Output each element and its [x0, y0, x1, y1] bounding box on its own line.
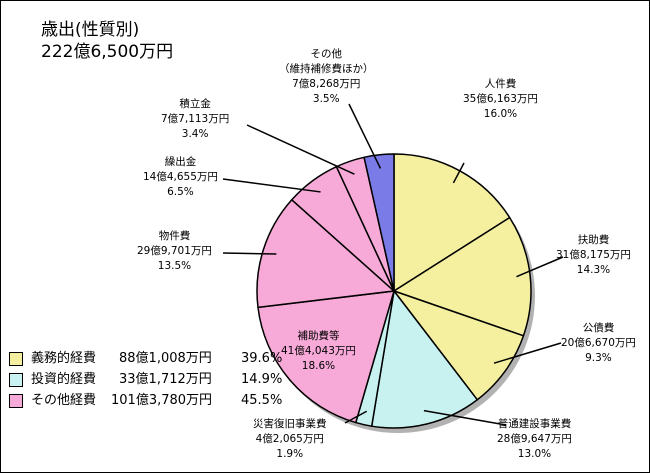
label-amount: 4億2,065万円: [255, 433, 324, 445]
label-percent: 18.6%: [301, 360, 336, 372]
legend-name: 義務的経費: [31, 351, 97, 366]
chart-title: 歳出(性質別) 222億6,500万円: [41, 19, 173, 63]
label-futsu-kensetsu: 普通建設事業費 28億9,647万円 13.0%: [497, 417, 572, 462]
label-percent: 1.9%: [276, 448, 304, 460]
label-name: 補助費等: [297, 330, 340, 342]
chart-total: 222億6,500万円: [41, 42, 174, 62]
leader-line-bukkenhi: [222, 252, 277, 255]
label-amount: 7億7,113万円: [161, 113, 230, 125]
legend-amount: 33億1,712万円: [119, 372, 212, 387]
pie-slice-sonota: [363, 153, 395, 292]
label-amount: 41億4,043万円: [281, 345, 356, 357]
label-name: 普通建設事業費: [497, 418, 572, 430]
label-name: その他: [310, 48, 343, 60]
label-percent: 13.5%: [157, 260, 192, 272]
label-hojohi: 補助費等 41億4,043万円 18.6%: [281, 329, 356, 374]
leader-line-tsumitatekin: [246, 124, 355, 175]
legend-name: 投資的経費: [31, 372, 97, 387]
label-amount: 29億9,701万円: [137, 245, 212, 257]
label-percent: 6.5%: [167, 186, 194, 198]
label-bukkenhi: 物件費 29億9,701万円 13.5%: [137, 229, 212, 274]
label-amount: 20億6,670万円: [561, 337, 636, 349]
label-amount: 28億9,647万円: [497, 433, 572, 445]
pie-slice-fujohi: [393, 216, 532, 337]
label-percent: 3.4%: [181, 128, 209, 140]
label-tsumitatekin: 積立金 7億7,113万円 3.4%: [161, 97, 229, 142]
legend-amount: 88億1,008万円: [119, 351, 212, 366]
legend-percent: 39.6%: [241, 351, 283, 366]
label-amount: 31億8,175万円: [556, 249, 631, 261]
label-name: 物件費: [158, 230, 191, 242]
label-name: 繰出金: [164, 156, 197, 168]
label-saigai-fukkyu: 災害復旧事業費 4億2,065万円 1.9%: [253, 417, 327, 462]
leader-line-saigai-fukkyu: [344, 410, 368, 424]
label-sublabel: （維持補修費ほか）: [279, 63, 374, 75]
label-sonota: その他 （維持補修費ほか） 7億8,268万円 3.5%: [279, 47, 374, 107]
pie-slice-bukkenhi: [256, 199, 395, 309]
pie-slice-futsu-kensetsu: [370, 290, 479, 429]
leader-line-sonota: [348, 103, 382, 169]
leader-line-futsu-kensetsu: [423, 409, 507, 426]
pie-slice-kosaihi: [393, 290, 525, 401]
label-jinkenhi: 人件費 35億6,163万円 16.0%: [463, 77, 538, 122]
label-percent: 13.0%: [517, 448, 552, 460]
label-name: 扶助費: [577, 234, 610, 246]
label-percent: 9.3%: [585, 352, 612, 364]
legend-swatch: [9, 352, 23, 366]
legend-swatch: [9, 394, 23, 408]
leader-line-jinkenhi: [452, 162, 465, 184]
label-amount: 14億4,655万円: [143, 171, 218, 183]
label-percent: 14.3%: [576, 264, 611, 276]
leader-line-fujohi: [516, 256, 564, 278]
leader-line-kuridashikin: [222, 178, 321, 193]
leader-line-kosaihi: [493, 342, 562, 364]
legend-percent: 45.5%: [241, 393, 283, 408]
legend-name: その他経費: [31, 393, 97, 408]
label-kuridashikin: 繰出金 14億4,655万円 6.5%: [143, 155, 218, 200]
label-name: 積立金: [179, 98, 211, 110]
label-name: 災害復旧事業費: [253, 418, 327, 430]
label-amount: 7億8,268万円: [292, 78, 361, 90]
label-fujohi: 扶助費 31億8,175万円 14.3%: [556, 233, 631, 278]
legend-swatch: [9, 373, 23, 387]
label-name: 人件費: [484, 78, 517, 90]
label-name: 公債費: [582, 322, 615, 334]
label-percent: 16.0%: [483, 108, 518, 120]
pie-slice-hojohi: [257, 290, 395, 424]
legend-percent: 14.9%: [241, 372, 283, 387]
legend-amount: 101億3,780万円: [111, 393, 213, 408]
label-percent: 3.5%: [312, 93, 340, 105]
chart-title-text: 歳出(性質別): [41, 20, 140, 40]
label-amount: 35億6,163万円: [463, 93, 538, 105]
label-kosaihi: 公債費 20億6,670万円 9.3%: [561, 321, 636, 366]
